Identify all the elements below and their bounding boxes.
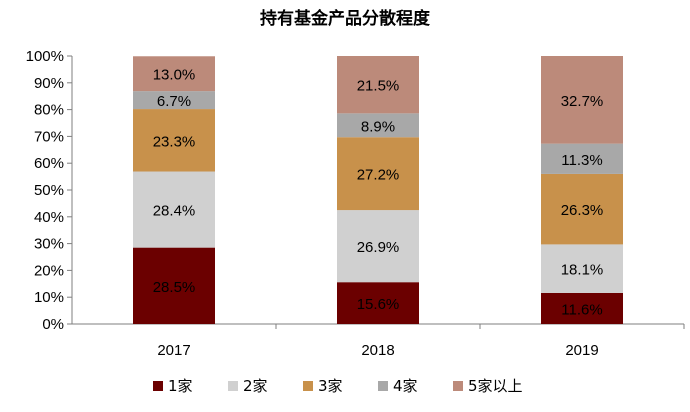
bar-segment [133,91,215,110]
data-label: 28.4% [153,203,196,220]
x-category-label: 2019 [565,342,598,359]
bar-segment [541,56,623,144]
data-label: 11.3% [561,152,602,169]
y-tick-label: 30% [34,236,64,253]
bar-segment [541,173,623,245]
y-tick-label: 70% [34,128,64,145]
data-label: 13.0% [153,67,196,84]
data-label: 26.9% [357,239,400,256]
y-tick-label: 0% [42,316,64,333]
plot-area: 0% 10% 20% 30% 40% 50% 60% 70% 80% 90% 100% 2017 28.… [26,48,685,359]
legend-swatch [228,381,238,391]
legend-swatch [453,381,463,391]
bar-segment [337,210,419,283]
data-label: 6.7% [157,93,191,110]
legend-swatch [153,381,163,391]
bar-segment [133,171,215,248]
y-tick-label: 50% [34,182,64,199]
legend: 1家 2家 3家 4家 5家以上 [153,377,523,395]
data-label: 27.2% [357,167,400,184]
x-category-label: 2017 [157,342,190,359]
x-category-label: 2018 [361,342,394,359]
legend-swatch [378,381,388,391]
legend-label: 5家以上 [468,377,523,395]
legend-label: 4家 [393,377,418,395]
bar-segment [337,56,419,114]
bar-segment [541,292,623,324]
y-tick-label: 80% [34,102,64,119]
bar-segment [133,109,215,172]
y-tick-label: 60% [34,155,64,172]
data-label: 28.5% [153,279,196,296]
bar-segment [541,244,623,293]
y-tick-label: 40% [34,209,64,226]
data-label: 8.9% [361,118,395,135]
y-tick-label: 10% [34,289,64,306]
data-label: 15.6% [357,296,400,313]
bar-segment [541,143,623,174]
y-tick-label: 20% [34,262,64,279]
y-tick-label: 90% [34,75,64,92]
y-tick-label: 100% [26,48,64,65]
data-label: 23.3% [153,133,196,150]
data-label: 18.1% [561,262,604,279]
legend-label: 2家 [243,377,268,395]
data-label: 21.5% [357,78,400,95]
bar-segment [337,137,419,211]
data-label: 32.7% [561,93,604,110]
bar-segment [337,282,419,324]
legend-swatch [303,381,313,391]
data-label: 26.3% [561,202,604,219]
chart-title: 持有基金产品分散程度 [260,8,431,29]
data-label: 11.6% [561,301,602,318]
legend-label: 1家 [168,377,193,395]
bar-segment [133,56,215,92]
bar-segment [133,247,215,324]
bar-segment [337,113,419,138]
legend-label: 3家 [318,377,343,395]
